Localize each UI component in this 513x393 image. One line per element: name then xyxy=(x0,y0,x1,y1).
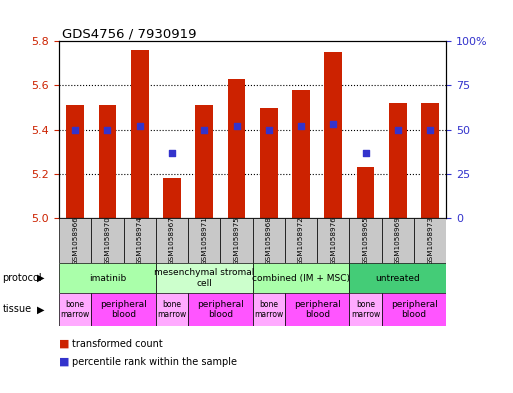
Bar xyxy=(59,218,91,263)
Text: GSM1058975: GSM1058975 xyxy=(233,216,240,265)
Bar xyxy=(382,218,414,263)
Bar xyxy=(382,293,446,326)
Bar xyxy=(349,263,446,293)
Bar xyxy=(260,108,278,218)
Bar xyxy=(252,218,285,263)
Text: GSM1058972: GSM1058972 xyxy=(298,216,304,265)
Text: bone
marrow: bone marrow xyxy=(254,300,283,319)
Bar xyxy=(421,103,439,218)
Text: GSM1058976: GSM1058976 xyxy=(330,216,337,265)
Text: combined (IM + MSC): combined (IM + MSC) xyxy=(252,274,350,283)
Point xyxy=(168,149,176,156)
Bar xyxy=(131,50,149,218)
Bar xyxy=(156,293,188,326)
Bar xyxy=(285,218,317,263)
Point xyxy=(71,127,79,133)
Text: peripheral
blood: peripheral blood xyxy=(197,300,244,319)
Bar xyxy=(91,218,124,263)
Text: GSM1058969: GSM1058969 xyxy=(395,216,401,265)
Text: GSM1058967: GSM1058967 xyxy=(169,216,175,265)
Text: peripheral
blood: peripheral blood xyxy=(294,300,341,319)
Bar xyxy=(324,52,342,218)
Bar xyxy=(195,105,213,218)
Text: bone
marrow: bone marrow xyxy=(157,300,187,319)
Bar xyxy=(163,178,181,218)
Text: protocol: protocol xyxy=(3,273,42,283)
Text: GSM1058974: GSM1058974 xyxy=(136,216,143,265)
Text: ■: ■ xyxy=(59,339,69,349)
Text: GSM1058970: GSM1058970 xyxy=(105,216,110,265)
Bar xyxy=(252,263,349,293)
Point xyxy=(103,127,111,133)
Point xyxy=(426,127,435,133)
Text: peripheral
blood: peripheral blood xyxy=(391,300,438,319)
Bar xyxy=(91,293,156,326)
Text: ▶: ▶ xyxy=(37,273,45,283)
Bar xyxy=(389,103,407,218)
Text: mesenchymal stromal
cell: mesenchymal stromal cell xyxy=(154,268,254,288)
Point xyxy=(265,127,273,133)
Bar xyxy=(59,263,156,293)
Text: untreated: untreated xyxy=(376,274,420,283)
Point xyxy=(362,149,370,156)
Text: transformed count: transformed count xyxy=(72,339,163,349)
Text: bone
marrow: bone marrow xyxy=(61,300,90,319)
Bar xyxy=(98,105,116,218)
Bar xyxy=(414,218,446,263)
Bar xyxy=(317,218,349,263)
Bar xyxy=(156,263,252,293)
Bar xyxy=(188,218,221,263)
Text: GDS4756 / 7930919: GDS4756 / 7930919 xyxy=(62,27,196,40)
Text: peripheral
blood: peripheral blood xyxy=(100,300,147,319)
Text: GSM1058965: GSM1058965 xyxy=(363,216,369,265)
Point xyxy=(232,123,241,129)
Text: ▶: ▶ xyxy=(37,305,45,314)
Text: GSM1058971: GSM1058971 xyxy=(201,216,207,265)
Point xyxy=(394,127,402,133)
Point xyxy=(200,127,208,133)
Text: ■: ■ xyxy=(59,356,69,367)
Text: GSM1058973: GSM1058973 xyxy=(427,216,433,265)
Text: bone
marrow: bone marrow xyxy=(351,300,380,319)
Text: tissue: tissue xyxy=(3,305,32,314)
Bar xyxy=(285,293,349,326)
Text: percentile rank within the sample: percentile rank within the sample xyxy=(72,356,237,367)
Bar xyxy=(252,293,285,326)
Point xyxy=(297,123,305,129)
Point xyxy=(135,123,144,129)
Text: GSM1058968: GSM1058968 xyxy=(266,216,272,265)
Point xyxy=(329,121,338,127)
Bar xyxy=(66,105,84,218)
Bar xyxy=(292,90,310,218)
Bar xyxy=(124,218,156,263)
Bar xyxy=(349,218,382,263)
Bar xyxy=(221,218,252,263)
Text: GSM1058966: GSM1058966 xyxy=(72,216,78,265)
Bar xyxy=(228,79,245,218)
Bar xyxy=(349,293,382,326)
Bar xyxy=(357,167,374,218)
Bar xyxy=(59,293,91,326)
Bar xyxy=(156,218,188,263)
Text: imatinib: imatinib xyxy=(89,274,126,283)
Bar xyxy=(188,293,252,326)
